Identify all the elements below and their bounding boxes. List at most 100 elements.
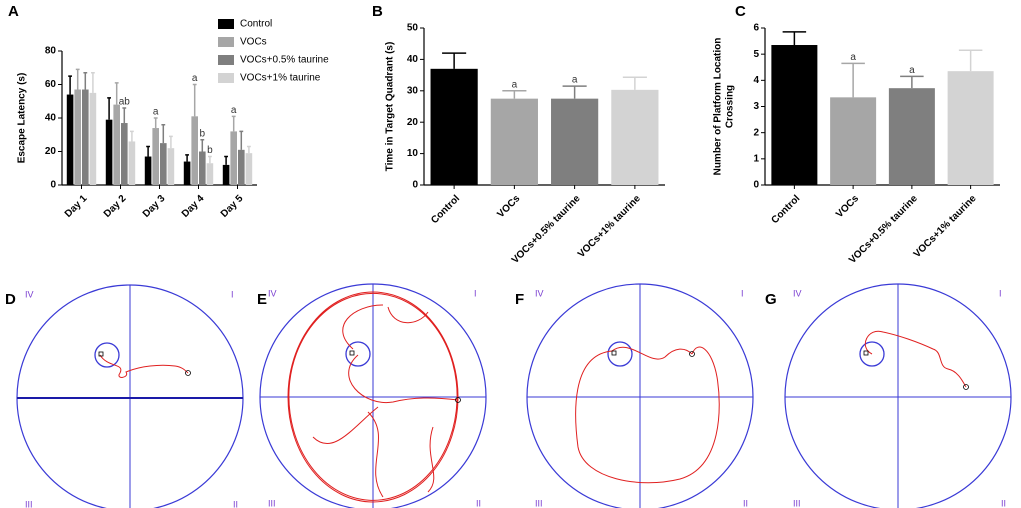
bar <box>128 141 136 185</box>
quadrant-label: IV <box>793 288 802 298</box>
swim-path <box>287 291 459 503</box>
quadrant-label: IV <box>25 289 34 299</box>
error-bar <box>900 75 924 89</box>
panel-label: A <box>8 3 19 20</box>
bar <box>230 131 237 185</box>
end-marker <box>689 351 695 357</box>
swim-path <box>99 354 189 378</box>
legend-swatch <box>218 37 234 47</box>
platform <box>94 342 120 368</box>
y-tick-label: 3 <box>753 101 759 112</box>
panel-label: D <box>5 291 16 308</box>
x-tick-label: VOCs+1% taurine <box>912 193 979 260</box>
y-tick-label: 2 <box>753 127 759 138</box>
y-tick-label: 30 <box>407 85 419 96</box>
error-bar <box>782 31 807 46</box>
error-bar <box>83 72 88 90</box>
quadrant-label: II <box>476 498 481 508</box>
x-tick-label: Day 1 <box>63 193 90 220</box>
bar <box>74 89 81 185</box>
panel-label: G <box>765 291 777 308</box>
y-tick-label: 40 <box>45 113 57 124</box>
quadrant-label: I <box>231 289 234 299</box>
start-marker <box>349 350 355 356</box>
legend-label: VOCs+0.5% taurine <box>240 55 329 66</box>
x-tick-label: Day 3 <box>141 193 168 220</box>
quadrant-label: III <box>268 498 276 508</box>
y-axis-label: Number of Platform Location <box>713 38 724 176</box>
y-tick-label: 4 <box>753 75 759 86</box>
quadrant-label: I <box>741 288 744 298</box>
quadrant-label: II <box>1001 498 1006 508</box>
bar <box>160 143 167 185</box>
quadrant-label: II <box>743 498 748 508</box>
legend-label: VOCs+1% taurine <box>240 73 321 84</box>
y-tick-label: 40 <box>407 54 419 65</box>
error-bar <box>239 130 244 150</box>
error-bar <box>562 85 587 99</box>
x-tick-label: Control <box>769 193 802 226</box>
legend-swatch <box>218 73 234 83</box>
bar <box>113 104 120 185</box>
bar <box>551 98 599 185</box>
quadrant-label: I <box>999 288 1002 298</box>
start-marker <box>863 350 869 356</box>
bar <box>238 149 245 185</box>
y-tick-label: 5 <box>753 49 759 60</box>
error-bar <box>161 123 166 144</box>
legend-label: Control <box>240 19 272 30</box>
bar <box>888 88 935 185</box>
bar <box>167 148 175 185</box>
significance-letter: a <box>231 105 237 116</box>
error-bar <box>200 139 205 152</box>
bar <box>183 161 191 185</box>
y-axis-label: Time in Target Quadrant (s) <box>385 42 396 172</box>
platform <box>607 341 633 367</box>
error-bar <box>442 52 467 69</box>
error-bar <box>107 97 111 120</box>
bar <box>206 163 214 185</box>
bar <box>105 119 113 185</box>
error-bar <box>185 154 189 162</box>
y-tick-label: 0 <box>412 180 418 191</box>
quadrant-label: I <box>474 288 477 298</box>
y-tick-label: 1 <box>753 153 759 164</box>
bar <box>144 156 152 185</box>
end-marker <box>455 397 461 403</box>
end-marker <box>185 370 191 376</box>
bar <box>611 89 659 185</box>
bar <box>152 128 159 185</box>
error-bar <box>208 155 212 164</box>
bar <box>222 164 230 185</box>
quadrant-label: III <box>535 498 543 508</box>
error-bar <box>958 49 983 72</box>
bar <box>771 45 818 186</box>
significance-letter: a <box>153 107 159 118</box>
y-axis-label: Escape Latency (s) <box>17 73 28 164</box>
quadrant-label: IV <box>535 288 544 298</box>
panel-label: E <box>257 291 267 308</box>
y-tick-label: 20 <box>407 117 419 128</box>
swim-path <box>864 330 967 388</box>
y-tick-label: 6 <box>753 23 759 34</box>
error-bar <box>122 107 127 124</box>
bar <box>191 116 198 185</box>
significance-letter: ab <box>119 97 131 108</box>
significance-letter: a <box>192 73 198 84</box>
quadrant-label: III <box>793 498 801 508</box>
quadrant-label: II <box>233 499 238 508</box>
x-tick-label: Control <box>429 193 462 226</box>
panel-label: F <box>515 291 524 308</box>
y-tick-label: 0 <box>753 180 759 191</box>
platform <box>345 341 371 367</box>
significance-letter: a <box>909 65 915 76</box>
error-bar <box>91 72 95 93</box>
bar <box>82 89 89 185</box>
panel-label: C <box>735 3 746 20</box>
error-bar <box>192 83 197 117</box>
bar <box>245 153 253 185</box>
error-bar <box>247 145 251 154</box>
swim-path <box>575 346 720 484</box>
